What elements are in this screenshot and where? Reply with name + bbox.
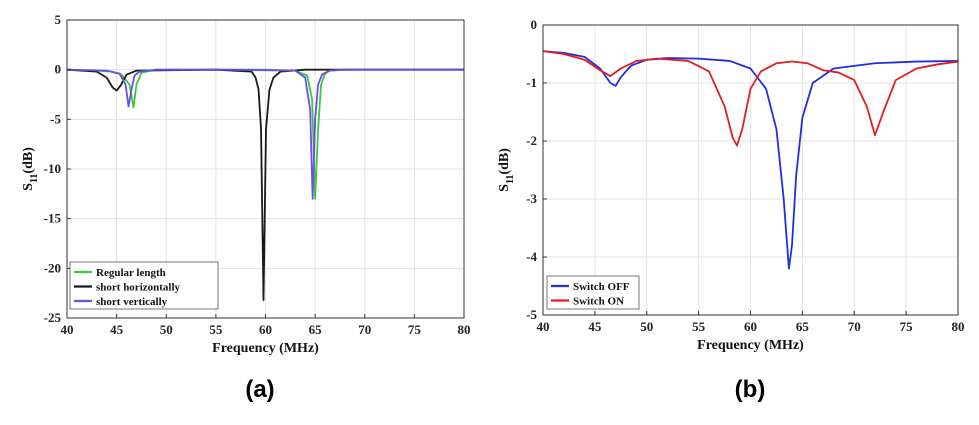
x-tick-label: 65 xyxy=(796,319,810,334)
x-tick-label: 70 xyxy=(358,322,371,337)
x-tick-label: 55 xyxy=(692,319,706,334)
y-tick-label: -25 xyxy=(44,310,62,325)
caption-a: (a) xyxy=(245,376,274,403)
x-tick-label: 75 xyxy=(900,319,914,334)
y-tick-label: -3 xyxy=(526,191,537,206)
legend: Regular length short horizontally short ve… xyxy=(69,261,219,310)
y-tick-label: 5 xyxy=(55,12,62,27)
legend-label: short horizontally xyxy=(96,282,181,294)
legend-label: Regular length xyxy=(96,267,166,279)
x-tick-label: 80 xyxy=(458,322,471,337)
series-line-2 xyxy=(67,68,464,302)
chart-panel-b: 40 45 50 55 60 65 70 75 80 0 -1 -2 -3 -4 -5 Frequency (… xyxy=(497,17,965,353)
x-tick-label: 55 xyxy=(209,322,223,337)
legend-label: Switch OFF xyxy=(573,281,630,293)
legend-label: short vertically xyxy=(96,296,168,308)
x-tick-label: 45 xyxy=(588,319,602,334)
y-tick-label: -10 xyxy=(44,161,61,176)
y-tick-label: 0 xyxy=(531,17,538,32)
y-tick-label: -5 xyxy=(526,307,537,322)
x-tick-label: 80 xyxy=(952,319,965,334)
x-tick-label: 60 xyxy=(259,322,272,337)
x-tick-label: 40 xyxy=(537,319,550,334)
y-tick-label: -15 xyxy=(44,211,62,226)
x-tick-label: 50 xyxy=(640,319,653,334)
legend-box xyxy=(69,261,219,310)
chart-panel-a: 40 45 50 55 60 65 70 75 8050-5-10-15-20-25Freque… xyxy=(21,12,471,356)
legend-label: Switch ON xyxy=(573,296,624,308)
y-tick-label: -5 xyxy=(50,111,61,126)
x-tick-label: 60 xyxy=(744,319,757,334)
x-axis-label: Frequency (MHz) xyxy=(212,341,319,356)
x-tick-label: 75 xyxy=(408,322,422,337)
legend: Switch OFF Switch ON xyxy=(546,275,640,310)
y-axis-label: S11(dB) xyxy=(497,148,516,192)
x-tick-label: 50 xyxy=(160,322,173,337)
series-line-3 xyxy=(67,68,464,200)
y-tick-label: -2 xyxy=(526,133,537,148)
y-tick-label: -20 xyxy=(44,260,61,275)
x-tick-label: 45 xyxy=(110,322,124,337)
x-axis-label: Frequency (MHz) xyxy=(697,338,804,353)
legend-box xyxy=(546,275,640,310)
y-tick-label: 0 xyxy=(55,62,62,77)
caption-b: (b) xyxy=(735,376,766,403)
x-tick-label: 65 xyxy=(309,322,323,337)
y-axis-label: S11(dB) xyxy=(21,147,40,191)
series-line-2 xyxy=(543,50,958,147)
series-line-1 xyxy=(543,50,958,270)
y-tick-label: -4 xyxy=(526,249,537,264)
y-tick-label: -1 xyxy=(526,75,537,90)
x-tick-label: 70 xyxy=(848,319,861,334)
x-tick-label: 40 xyxy=(61,322,74,337)
